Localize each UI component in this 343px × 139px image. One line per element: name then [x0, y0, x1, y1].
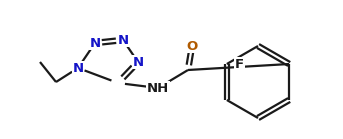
Text: N: N: [90, 37, 100, 49]
Text: N: N: [132, 55, 144, 69]
Text: N: N: [117, 33, 129, 47]
Text: O: O: [186, 39, 198, 53]
Text: N: N: [72, 61, 84, 75]
Text: F: F: [235, 58, 244, 70]
Text: NH: NH: [147, 81, 169, 95]
